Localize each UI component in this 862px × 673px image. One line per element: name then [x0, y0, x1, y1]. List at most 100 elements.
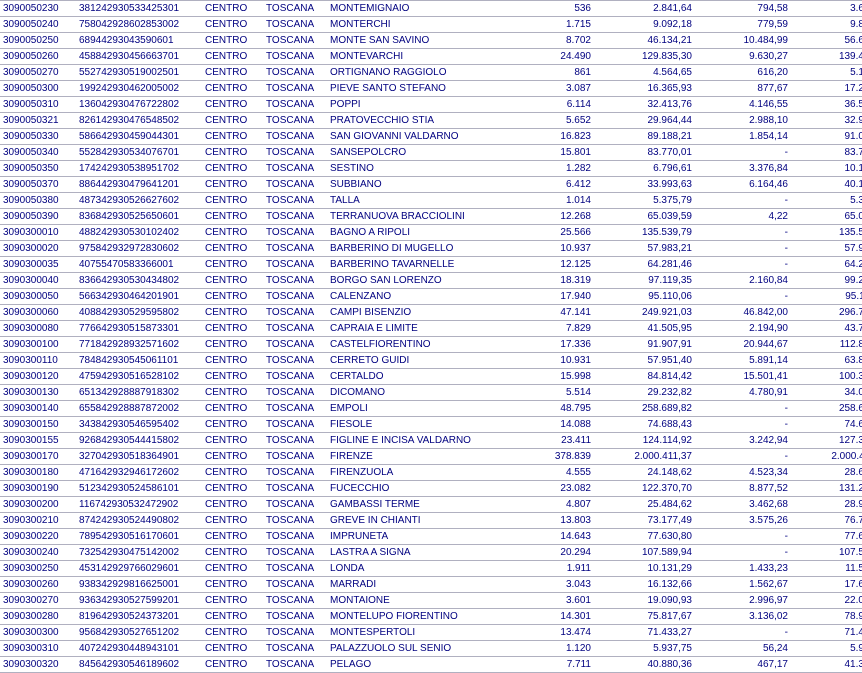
- table-row: 30903002407325429304751420​02CENTROTOSCA…: [0, 545, 862, 561]
- cell-c5: 47.141: [503, 305, 594, 321]
- cell-c4: SAN GIOVANNI VALDARNO: [327, 129, 503, 145]
- cell-c6: 97.119,35: [594, 273, 695, 289]
- cell-c5: 7.829: [503, 321, 594, 337]
- cell-c0: 3090300320: [0, 657, 76, 673]
- cell-c6: 16.365,93: [594, 81, 695, 97]
- cell-c2: CENTRO: [202, 241, 263, 257]
- cell-c6: 29.232,82: [594, 385, 695, 401]
- cell-c6: 2.841,64: [594, 1, 695, 17]
- cell-c3: TOSCANA: [263, 561, 327, 577]
- cell-c0: 3090050300: [0, 81, 76, 97]
- cell-c7: -: [695, 289, 791, 305]
- table-row: 30903002207895429305161706​01CENTROTOSCA…: [0, 529, 862, 545]
- cell-c4: CAPRAIA E LIMITE: [327, 321, 503, 337]
- cell-c5: 1.911: [503, 561, 594, 577]
- cell-c8: 28.671,97: [791, 465, 862, 481]
- cell-c2: CENTRO: [202, 65, 263, 81]
- cell-c2: CENTRO: [202, 369, 263, 385]
- cell-c0: 3090050250: [0, 33, 76, 49]
- cell-c0: 3090300150: [0, 417, 76, 433]
- cell-c1: 6558429288878720​02: [76, 401, 202, 417]
- cell-c5: 24.490: [503, 49, 594, 65]
- table-row: 30900503708864429304796412​01CENTROTOSCA…: [0, 177, 862, 193]
- cell-c2: CENTRO: [202, 305, 263, 321]
- cell-c4: PRATOVECCHIO STIA: [327, 113, 503, 129]
- cell-c5: 3.087: [503, 81, 594, 97]
- cell-c0: 3090300080: [0, 321, 76, 337]
- cell-c0: 3090300050: [0, 289, 76, 305]
- cell-c5: 16.823: [503, 129, 594, 145]
- cell-c7: 3.575,26: [695, 513, 791, 529]
- cell-c1: 6513429288879183​02: [76, 385, 202, 401]
- table-row: 30903001007718429289325716​02CENTROTOSCA…: [0, 337, 862, 353]
- cell-c1: 5527429305190025​01: [76, 65, 202, 81]
- table-row: 30903000505663429304642019​01CENTROTOSCA…: [0, 289, 862, 305]
- cell-c1: 1167429305324729​02: [76, 497, 202, 513]
- cell-c6: 25.484,62: [594, 497, 695, 513]
- cell-c8: 71.433,27: [791, 625, 862, 641]
- cell-c1: 1992429304620050​02: [76, 81, 202, 97]
- cell-c7: 4.780,91: [695, 385, 791, 401]
- cell-c2: CENTRO: [202, 225, 263, 241]
- cell-c8: 9.871,77: [791, 17, 862, 33]
- cell-c0: 3090300100: [0, 337, 76, 353]
- cell-c8: 112.852,59: [791, 337, 862, 353]
- cell-c2: CENTRO: [202, 609, 263, 625]
- cell-c0: 3090300170: [0, 449, 76, 465]
- cell-c2: CENTRO: [202, 545, 263, 561]
- cell-c0: 3090300190: [0, 481, 76, 497]
- cell-c1: 1360429304767228​02: [76, 97, 202, 113]
- table-row: 30903000408366429305304348​02CENTROTOSCA…: [0, 273, 862, 289]
- cell-c6: 83.770,01: [594, 145, 695, 161]
- cell-c4: CASTELFIORENTINO: [327, 337, 503, 353]
- cell-c1: 9568429305276512​02: [76, 625, 202, 641]
- cell-c8: 28.947,30: [791, 497, 862, 513]
- cell-c3: TOSCANA: [263, 17, 327, 33]
- cell-c4: IMPRUNETA: [327, 529, 503, 545]
- cell-c5: 25.566: [503, 225, 594, 241]
- cell-c7: 3.242,94: [695, 433, 791, 449]
- cell-c3: TOSCANA: [263, 177, 327, 193]
- cell-c0: 3090300240: [0, 545, 76, 561]
- cell-c0: 3090300210: [0, 513, 76, 529]
- cell-c6: 5.937,75: [594, 641, 695, 657]
- cell-c0: 3090300130: [0, 385, 76, 401]
- cell-c2: CENTRO: [202, 289, 263, 305]
- cell-c0: 3090300040: [0, 273, 76, 289]
- cell-c5: 20.294: [503, 545, 594, 561]
- cell-c1: 8456429305461896​02: [76, 657, 202, 673]
- cell-c3: TOSCANA: [263, 161, 327, 177]
- table-row: 30903001703270429305183649​01CENTROTOSCA…: [0, 449, 862, 465]
- cell-c4: BAGNO A RIPOLI: [327, 225, 503, 241]
- cell-c4: TALLA: [327, 193, 503, 209]
- cell-c7: -: [695, 417, 791, 433]
- cell-c5: 14.643: [503, 529, 594, 545]
- cell-c1: 8366429305304348​02: [76, 273, 202, 289]
- cell-c7: 1.854,14: [695, 129, 791, 145]
- cell-c8: 11.564,52: [791, 561, 862, 577]
- cell-c7: -: [695, 545, 791, 561]
- cell-c0: 3090300010: [0, 225, 76, 241]
- cell-c1: 1742429305389517​02: [76, 161, 202, 177]
- cell-c1: 7766429305158733​01: [76, 321, 202, 337]
- cell-c8: 127.357,86: [791, 433, 862, 449]
- cell-c5: 3.043: [503, 577, 594, 593]
- cell-c4: BARBERINO TAVARNELLE: [327, 257, 503, 273]
- cell-c8: 5.993,99: [791, 641, 862, 657]
- cell-c6: 89.188,21: [594, 129, 695, 145]
- cell-c2: CENTRO: [202, 273, 263, 289]
- table-row: 30900503804873429305266276​02CENTROTOSCA…: [0, 193, 862, 209]
- cell-c0: 3090300120: [0, 369, 76, 385]
- cell-c3: TOSCANA: [263, 129, 327, 145]
- cell-c1: 5528429305340767​01: [76, 145, 202, 161]
- cell-c0: 3090300260: [0, 577, 76, 593]
- cell-c8: 83.770,01: [791, 145, 862, 161]
- cell-c4: CERTALDO: [327, 369, 503, 385]
- cell-c4: PELAGO: [327, 657, 503, 673]
- table-row: 30900502303812429305334253​01CENTROTOSCA…: [0, 1, 862, 17]
- cell-c6: 74.688,43: [594, 417, 695, 433]
- cell-c2: CENTRO: [202, 17, 263, 33]
- cell-c6: 9.092,18: [594, 17, 695, 33]
- cell-c8: 5.375,79: [791, 193, 862, 209]
- cell-c6: 40.880,36: [594, 657, 695, 673]
